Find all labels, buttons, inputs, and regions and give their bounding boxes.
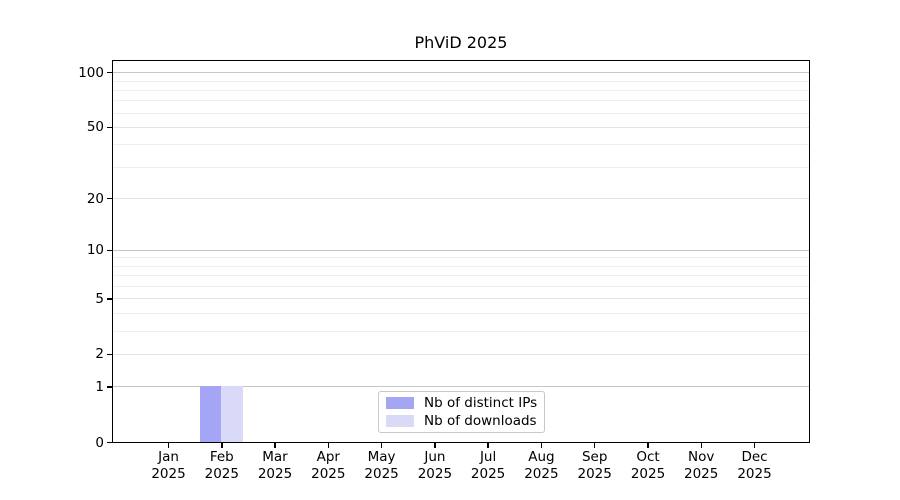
x-tick (540, 442, 543, 448)
y-gridline-minor (113, 144, 809, 146)
y-tick-label: 10 (86, 242, 104, 259)
y-tick (107, 298, 112, 300)
y-tick-label: 0 (95, 434, 104, 451)
bar-nb-of-distinct-ips (199, 386, 222, 442)
x-tick-label-month: Mar (262, 448, 288, 465)
x-tick-label: Jan 2025 (137, 449, 201, 483)
y-gridline (113, 126, 809, 128)
y-gridline-minor (113, 80, 809, 82)
y-tick (107, 126, 112, 129)
y-tick (107, 71, 112, 74)
y-gridline-minor (113, 257, 809, 259)
y-gridline-minor (113, 313, 809, 314)
x-tick-label: May 2025 (350, 449, 414, 483)
x-tick-label-year: 2025 (737, 465, 772, 482)
x-tick-label-month: Sep (581, 448, 608, 465)
x-tick-label-year: 2025 (577, 465, 612, 482)
x-tick-label-month: May (367, 448, 396, 465)
y-gridline-minor (113, 166, 809, 168)
x-tick (434, 442, 436, 448)
x-tick-label-month: Dec (741, 448, 768, 465)
y-gridline-minor (113, 89, 809, 91)
y-gridline-minor (113, 100, 809, 102)
x-tick-label-year: 2025 (204, 465, 239, 482)
y-gridline-minor (113, 265, 809, 267)
x-tick-label-month: Nov (688, 448, 715, 465)
legend-item: Nb of distinct IPs (386, 395, 537, 411)
x-tick-label-month: Aug (528, 448, 555, 465)
legend-swatch (386, 397, 414, 410)
y-tick-label: 2 (95, 346, 104, 363)
y-gridline-minor (113, 286, 809, 287)
x-tick-label-year: 2025 (684, 465, 719, 482)
y-tick-label: 1 (95, 378, 104, 395)
x-tick-label: Dec 2025 (723, 449, 787, 483)
x-tick (274, 442, 276, 448)
bar-nb-of-downloads (221, 386, 243, 442)
x-tick-label-month: Jul (479, 448, 497, 465)
y-gridline (113, 198, 809, 199)
y-gridline-minor (113, 112, 809, 114)
legend-swatch (386, 414, 414, 427)
y-tick (107, 197, 112, 200)
x-tick (593, 442, 596, 448)
x-tick (700, 442, 702, 448)
legend-label: Nb of downloads (424, 412, 537, 429)
x-tick-label-month: Feb (209, 448, 234, 465)
x-tick (327, 442, 330, 448)
x-tick-label-year: 2025 (364, 465, 399, 482)
y-gridline (113, 353, 809, 355)
x-tick-label-year: 2025 (257, 465, 293, 482)
x-tick-label-month: Jan (158, 448, 179, 465)
x-tick-label: Feb 2025 (190, 449, 254, 483)
x-tick-label: Oct 2025 (616, 449, 680, 483)
legend: Nb of distinct IPs Nb of downloads (378, 391, 545, 433)
y-gridline (113, 298, 809, 300)
y-tick-label: 5 (95, 290, 104, 307)
x-tick-label-month: Jun (424, 448, 446, 465)
y-tick (107, 249, 112, 252)
plot-area (112, 60, 810, 443)
x-tick-label: Sep 2025 (563, 449, 627, 483)
x-tick-label-year: 2025 (311, 465, 346, 482)
x-tick-label: Apr 2025 (296, 449, 360, 483)
y-gridline-minor (113, 275, 809, 277)
x-tick-label-year: 2025 (417, 465, 453, 482)
x-tick-label: Jun 2025 (403, 449, 467, 483)
y-tick (107, 353, 112, 356)
x-tick (167, 442, 170, 448)
x-tick-label: Jul 2025 (456, 449, 520, 483)
x-tick-label-month: Oct (636, 448, 660, 465)
y-tick (107, 386, 112, 388)
x-tick-label: Mar 2025 (243, 449, 307, 483)
y-gridline (113, 249, 809, 251)
y-gridline (113, 386, 809, 388)
y-gridline-minor (113, 330, 809, 332)
x-tick-label: Aug 2025 (509, 449, 573, 483)
y-tick-label: 100 (78, 64, 104, 81)
x-tick (221, 442, 223, 448)
x-tick (487, 442, 489, 448)
x-tick-label-year: 2025 (151, 465, 186, 482)
x-tick (380, 442, 383, 448)
chart-title: PhViD 2025 (414, 33, 508, 52)
x-tick-label-year: 2025 (630, 465, 666, 482)
x-tick (753, 442, 756, 448)
y-tick-label: 20 (86, 190, 104, 207)
legend-item: Nb of downloads (386, 413, 537, 429)
y-gridline (113, 72, 809, 74)
y-tick-label: 50 (86, 119, 104, 136)
y-tick (107, 441, 112, 444)
x-tick-label: Nov 2025 (669, 449, 733, 483)
x-tick-label-month: Apr (316, 448, 340, 465)
legend-label: Nb of distinct IPs (424, 395, 538, 412)
x-tick-label-year: 2025 (470, 465, 506, 482)
x-tick (647, 442, 649, 448)
x-tick-label-year: 2025 (524, 465, 559, 482)
